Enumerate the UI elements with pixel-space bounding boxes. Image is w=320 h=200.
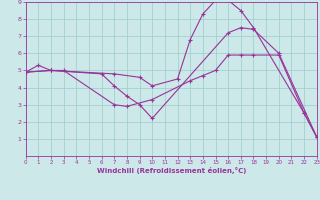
X-axis label: Windchill (Refroidissement éolien,°C): Windchill (Refroidissement éolien,°C) bbox=[97, 167, 246, 174]
